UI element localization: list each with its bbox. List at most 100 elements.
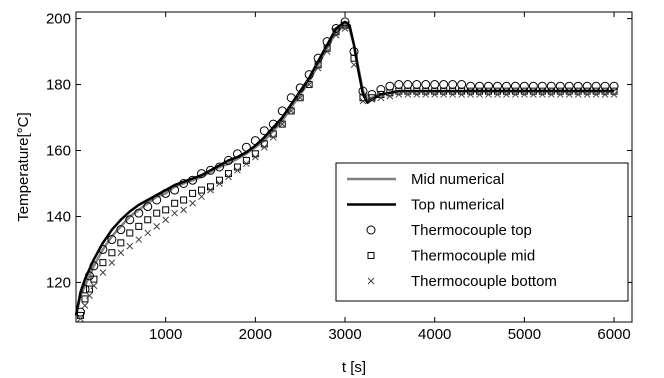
data-point bbox=[547, 91, 555, 98]
data-point bbox=[475, 81, 485, 91]
x-axis-label: t [s] bbox=[342, 359, 366, 376]
x-tick-label: 1000 bbox=[149, 326, 182, 343]
x-tick-label: 4000 bbox=[418, 326, 451, 343]
y-tick-label: 160 bbox=[46, 143, 71, 160]
data-point bbox=[189, 189, 197, 197]
data-point bbox=[152, 195, 162, 205]
data-point bbox=[117, 239, 125, 247]
data-point bbox=[77, 315, 84, 323]
legend-entry: Thermocouple mid bbox=[367, 248, 535, 265]
data-point bbox=[126, 229, 134, 237]
data-point bbox=[234, 166, 241, 174]
data-point bbox=[494, 91, 501, 98]
data-point bbox=[171, 199, 179, 207]
data-point bbox=[216, 180, 223, 187]
data-point bbox=[573, 81, 583, 91]
data-point bbox=[528, 81, 538, 91]
data-point bbox=[241, 142, 251, 152]
data-point bbox=[350, 61, 358, 69]
data-point bbox=[440, 91, 448, 98]
data-point bbox=[126, 242, 134, 250]
data-point bbox=[530, 91, 537, 98]
legend: Mid numerical Top numerical Thermocouple t… bbox=[335, 162, 629, 302]
data-point bbox=[386, 92, 394, 100]
data-point bbox=[592, 91, 600, 98]
data-point bbox=[412, 80, 422, 90]
data-point bbox=[252, 153, 259, 161]
data-point bbox=[206, 165, 216, 175]
data-point bbox=[268, 119, 278, 129]
data-point bbox=[457, 80, 467, 90]
data-point bbox=[296, 94, 304, 102]
data-point bbox=[610, 91, 618, 98]
data-point bbox=[449, 91, 456, 98]
data-point bbox=[421, 80, 431, 90]
data-point bbox=[108, 259, 116, 266]
x-tick-label: 6000 bbox=[597, 326, 630, 343]
data-point bbox=[331, 23, 341, 33]
data-point bbox=[376, 85, 386, 94]
data-point bbox=[492, 81, 502, 91]
data-point bbox=[278, 120, 286, 128]
data-point bbox=[368, 96, 376, 103]
data-point bbox=[214, 162, 224, 172]
data-point bbox=[609, 81, 619, 91]
legend-entry: Top numerical bbox=[347, 197, 504, 214]
data-point bbox=[207, 183, 215, 191]
data-point bbox=[108, 249, 116, 257]
data-point bbox=[304, 70, 314, 80]
axis-ticks: 1000 2000 3000 4000 5000 6000 120 140 160 180 200 bbox=[46, 11, 632, 343]
data-point bbox=[367, 89, 377, 99]
data-point bbox=[350, 54, 358, 62]
data-point bbox=[89, 261, 99, 271]
y-tick-label: 200 bbox=[46, 11, 71, 28]
data-point bbox=[153, 209, 161, 217]
data-point bbox=[512, 91, 519, 98]
data-point bbox=[296, 94, 304, 102]
data-point bbox=[377, 94, 385, 102]
data-point bbox=[537, 81, 547, 91]
data-point bbox=[81, 302, 89, 309]
data-point bbox=[574, 91, 582, 98]
data-point bbox=[538, 91, 546, 98]
data-point bbox=[458, 91, 465, 98]
data-point bbox=[556, 91, 564, 98]
data-point bbox=[395, 91, 403, 98]
data-point bbox=[180, 206, 187, 214]
data-point bbox=[269, 133, 277, 141]
x-tick-label: 2000 bbox=[239, 326, 272, 343]
data-point bbox=[260, 143, 268, 151]
data-point bbox=[250, 136, 260, 146]
data-point bbox=[591, 81, 601, 91]
data-point bbox=[413, 91, 421, 98]
data-point bbox=[99, 259, 107, 267]
data-point bbox=[476, 91, 483, 98]
data-point bbox=[521, 91, 528, 98]
data-point bbox=[188, 175, 198, 185]
legend-label: Thermocouple mid bbox=[411, 248, 535, 265]
data-point bbox=[277, 106, 287, 116]
data-point bbox=[422, 91, 430, 98]
data-point bbox=[259, 126, 269, 136]
data-point bbox=[179, 178, 189, 188]
data-point bbox=[162, 206, 170, 214]
data-point bbox=[224, 170, 232, 178]
legend-entry: Thermocouple top bbox=[366, 222, 532, 239]
axes-frame bbox=[75, 11, 633, 323]
data-point bbox=[251, 150, 259, 158]
data-point bbox=[117, 249, 125, 257]
data-point bbox=[90, 275, 98, 283]
data-point bbox=[171, 209, 178, 217]
data-point bbox=[448, 80, 458, 90]
y-tick-label: 180 bbox=[46, 77, 71, 94]
data-point bbox=[359, 97, 367, 105]
plot-content bbox=[74, 17, 619, 323]
data-point bbox=[144, 216, 152, 224]
data-point bbox=[600, 81, 610, 91]
data-point bbox=[233, 163, 241, 171]
legend-label: Thermocouple top bbox=[411, 222, 532, 239]
data-point bbox=[153, 223, 161, 230]
data-point bbox=[90, 282, 98, 290]
data-point bbox=[198, 193, 205, 201]
x-tick-label: 3000 bbox=[328, 326, 361, 343]
